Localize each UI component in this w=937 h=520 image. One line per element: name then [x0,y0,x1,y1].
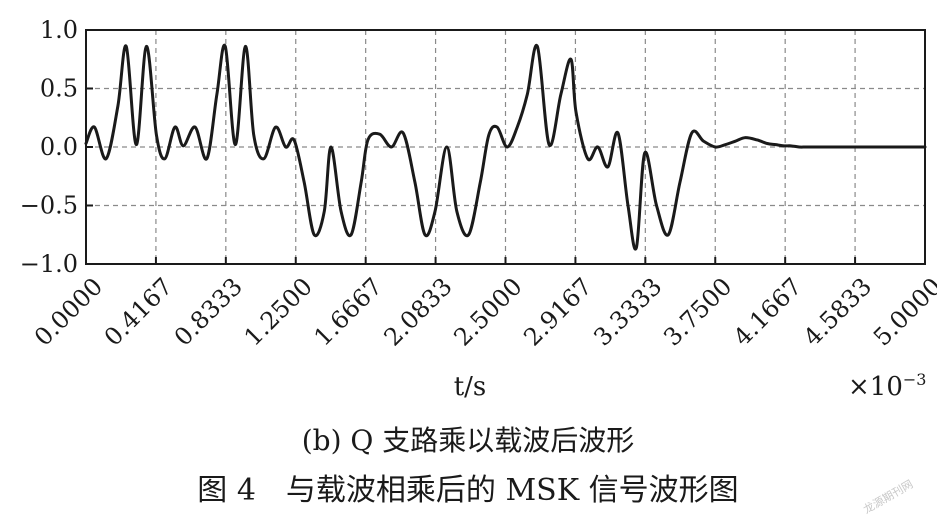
x-tick-label: 2.9167 [518,272,597,351]
y-tick-label: 0.0 [40,133,78,161]
x-tick-label: 4.1667 [728,272,807,351]
grid [86,30,925,264]
x-multiplier: ×10−3 [848,370,926,402]
x-tick-label: 5.0000 [868,272,937,351]
x-ticks: 0.00000.41670.83331.25001.66672.08332.50… [29,257,937,352]
x-tick-label: 1.2500 [239,272,318,351]
y-tick-label: −0.5 [20,192,78,220]
y-tick-label: 1.0 [40,16,78,44]
figure-caption: 图 4 与载波相乘后的 MSK 信号波形图 [197,473,738,508]
waveform-line [84,43,927,251]
x-tick-label: 4.5833 [798,272,877,351]
x-tick-label: 0.0000 [29,272,108,351]
x-tick-label: 0.4167 [99,272,178,351]
x-tick-label: 2.5000 [448,272,527,351]
y-ticks: 1.0 0.5 0.0 −0.5 −1.0 [20,16,93,278]
x-tick-label: 1.6667 [309,272,388,351]
x-tick-label: 0.8333 [169,272,248,351]
x-multiplier-base: ×10 [848,372,903,402]
x-multiplier-exponent: −3 [903,370,927,389]
y-tick-label: 0.5 [40,75,78,103]
y-tick-label: −1.0 [20,250,78,278]
subcaption: (b) Q 支路乘以载波后波形 [302,424,635,457]
watermark: 龙源期刊网 [861,477,916,517]
x-tick-label: 2.0833 [379,272,458,351]
x-tick-label: 3.3333 [588,272,667,351]
x-tick-label: 3.7500 [658,272,737,351]
x-axis-title: t/s [454,372,487,402]
